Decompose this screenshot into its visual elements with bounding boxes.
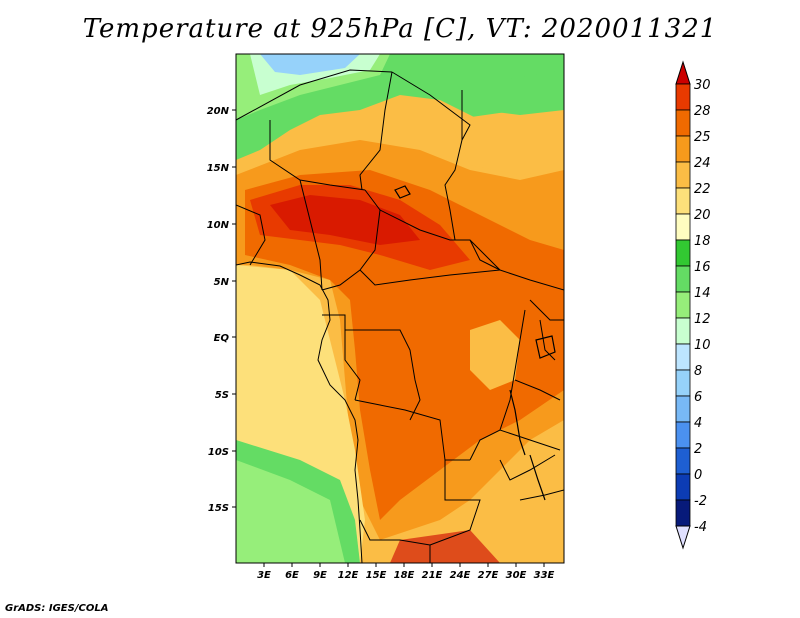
colorbar-swatch bbox=[675, 447, 691, 475]
colorbar-swatch bbox=[675, 343, 691, 371]
lat-label: 5N bbox=[214, 277, 230, 288]
colorbar-label: 18 bbox=[694, 234, 711, 249]
colorbar-label: 30 bbox=[694, 78, 711, 93]
map-title: Temperature at 925hPa [C], VT: 202001132… bbox=[82, 14, 718, 44]
lat-label: 15S bbox=[208, 503, 229, 514]
colorbar-swatch bbox=[675, 239, 691, 267]
colorbar-label: 16 bbox=[694, 260, 711, 275]
colorbar-label: 14 bbox=[694, 286, 711, 301]
country-borders bbox=[236, 69, 564, 563]
lon-label: 6E bbox=[285, 570, 299, 581]
colorbar-label: -2 bbox=[694, 494, 707, 509]
colorbar-label: 28 bbox=[694, 104, 711, 119]
colorbar-swatch bbox=[675, 473, 691, 501]
colorbar-label: 8 bbox=[694, 364, 702, 379]
colorbar-swatch bbox=[675, 317, 691, 345]
temperature-field bbox=[236, 54, 564, 563]
lon-label: 15E bbox=[366, 570, 387, 581]
colorbar-bottom-triangle bbox=[675, 525, 691, 550]
lat-label: EQ bbox=[214, 333, 230, 344]
lat-label: 10S bbox=[208, 447, 229, 458]
colorbar-label: 0 bbox=[694, 468, 702, 483]
lon-label: 24E bbox=[450, 570, 471, 581]
colorbar-label: 6 bbox=[694, 390, 702, 405]
lat-label: 10N bbox=[207, 220, 230, 231]
colorbar-label: 10 bbox=[694, 338, 711, 353]
colorbar-swatch bbox=[675, 395, 691, 423]
colorbar-swatch bbox=[675, 499, 691, 527]
lon-label: 27E bbox=[478, 570, 499, 581]
colorbar-label: 22 bbox=[694, 182, 711, 197]
colorbar-label: 24 bbox=[694, 156, 711, 171]
credit-label: GrADS: IGES/COLA bbox=[5, 603, 109, 614]
colorbar-swatch bbox=[675, 187, 691, 215]
lat-label: 5S bbox=[215, 390, 229, 401]
lon-label: 21E bbox=[422, 570, 443, 581]
colorbar-swatch bbox=[675, 161, 691, 189]
colorbar-label: 4 bbox=[694, 416, 702, 431]
longitude-axis: 3E 6E 9E 12E 15E 18E 21E 24E 27E 30E 33E bbox=[257, 563, 555, 581]
colorbar-label: 12 bbox=[694, 312, 711, 327]
latitude-axis: 20N 15N 10N 5N EQ 5S 10S 15S bbox=[207, 106, 236, 514]
map-frame bbox=[235, 53, 565, 564]
lakes bbox=[394, 185, 556, 501]
colorbar-swatch bbox=[675, 109, 691, 137]
colorbar-swatch bbox=[675, 369, 691, 397]
colorbar-swatch bbox=[675, 213, 691, 241]
lat-label: 20N bbox=[207, 106, 230, 117]
lon-label: 12E bbox=[338, 570, 359, 581]
lat-label: 15N bbox=[207, 163, 230, 174]
colorbar-label: -4 bbox=[694, 520, 707, 535]
colorbar-swatch bbox=[675, 265, 691, 293]
colorbar-top-triangle bbox=[675, 60, 691, 85]
coastline bbox=[236, 261, 363, 563]
lon-label: 18E bbox=[394, 570, 415, 581]
colorbar-label: 2 bbox=[694, 442, 702, 457]
colorbar-swatch bbox=[675, 421, 691, 449]
colorbar-swatch bbox=[675, 291, 691, 319]
colorbar-label: 25 bbox=[694, 130, 711, 145]
lon-label: 33E bbox=[534, 570, 555, 581]
colorbar-swatch bbox=[675, 135, 691, 163]
colorbar-swatch bbox=[675, 83, 691, 111]
lon-label: 3E bbox=[257, 570, 271, 581]
lon-label: 9E bbox=[313, 570, 327, 581]
colorbar-label: 20 bbox=[694, 208, 711, 223]
lon-label: 30E bbox=[506, 570, 527, 581]
